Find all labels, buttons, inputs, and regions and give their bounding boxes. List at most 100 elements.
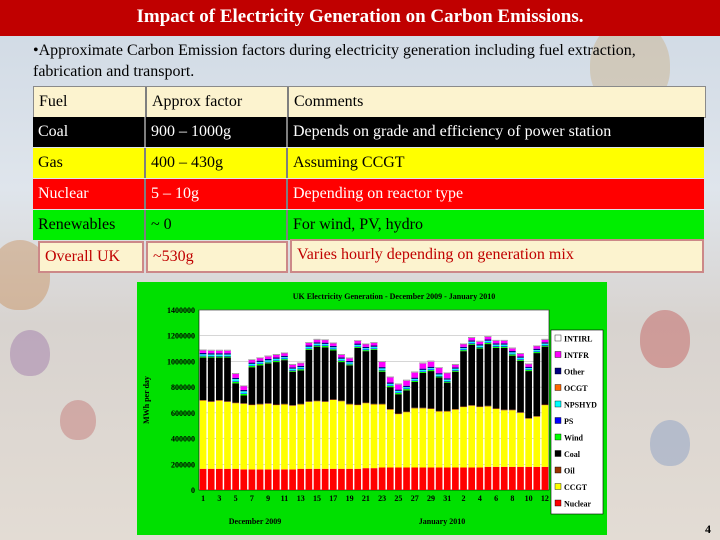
bar-segment-intirl [403, 379, 411, 381]
bar-segment-npshyd [541, 343, 549, 345]
bar-segment-oil [346, 403, 353, 405]
bar-segment-wind [321, 346, 329, 348]
bar-segment-nuclear [240, 469, 248, 490]
bar-segment-intfr [362, 344, 370, 347]
bar-segment-ccgt [492, 409, 500, 467]
bar-segment-oil [272, 404, 280, 406]
bar-segment-ccgt [525, 418, 532, 467]
x-tick-label: 19 [346, 494, 354, 503]
bar-segment-intfr [313, 339, 321, 343]
bar-segment-coal [264, 363, 272, 404]
bar-segment-ccgt [460, 407, 467, 468]
bar-segment-oil [500, 409, 508, 411]
bar-segment-oil [216, 400, 223, 401]
bar-segment-intfr [443, 373, 451, 379]
bar-segment-npshyd [378, 368, 386, 370]
background-balloon [640, 310, 690, 368]
bar-segment-intfr [476, 341, 484, 345]
bar-segment-nuclear [525, 466, 532, 490]
bar-segment-nuclear [232, 468, 239, 490]
table-row-gas: Gas 400 – 430g Assuming CCGT [33, 148, 704, 178]
x-tick-label: 27 [411, 494, 419, 503]
bar-segment-intirl [492, 339, 500, 341]
bar-segment-oil [395, 413, 402, 415]
bar-segment-intfr [386, 377, 394, 383]
bar-segment-oil [419, 407, 427, 409]
bar-segment-oil [281, 403, 288, 405]
legend-entry: CCGT [564, 483, 588, 492]
header-factor: Approx factor [147, 87, 289, 117]
y-tick-label: 400000 [171, 435, 195, 444]
bar-segment-nuclear [224, 468, 231, 490]
bar-segment-npshyd [411, 379, 419, 381]
bar-segment-oil [509, 409, 516, 411]
bar-segment-coal [476, 348, 484, 407]
bar-segment-other [492, 343, 500, 345]
x-tick-label: 4 [478, 494, 482, 503]
bar-segment-npshyd [338, 358, 345, 361]
bar-segment-nuclear [281, 469, 288, 490]
bar-segment-intirl [280, 352, 288, 354]
bar-segment-ps [240, 393, 248, 394]
bar-segment-intirl [224, 349, 231, 351]
legend-entry: Nuclear [564, 500, 592, 509]
bar-segment-oil [224, 401, 231, 402]
bar-segment-npshyd [240, 391, 248, 394]
bar-segment-ps [517, 359, 524, 360]
bar-segment-other [443, 378, 451, 380]
bar-segment-other [476, 344, 484, 346]
bar-segment-ccgt [281, 404, 288, 470]
bar-segment-intirl [451, 363, 459, 365]
bar-segment-intirl [508, 347, 516, 349]
x-axis-label-january: January 2010 [419, 517, 465, 526]
bar-segment-oil [378, 403, 386, 405]
bar-segment-ccgt [500, 410, 508, 467]
bar-segment-oil [232, 402, 239, 404]
bar-segment-other [362, 346, 370, 349]
bar-segment-oil [289, 405, 296, 406]
bar-segment-intirl [313, 338, 321, 340]
legend-entry: Other [564, 368, 585, 377]
bar-segment-ccgt [199, 400, 207, 469]
bar-segment-ccgt [533, 416, 541, 467]
legend-entry: Coal [564, 450, 581, 459]
bar-segment-ccgt [346, 404, 353, 469]
x-tick-label: 31 [443, 494, 451, 503]
bar-segment-wind [419, 371, 427, 373]
bar-segment-coal [256, 365, 264, 404]
bar-segment-intirl [248, 359, 256, 361]
bar-segment-coal [452, 371, 459, 409]
bar-segment-ccgt [272, 405, 280, 470]
bar-segment-other [329, 345, 337, 348]
bar-segment-intirl [264, 355, 272, 357]
bar-segment-npshyd [216, 354, 223, 356]
bar-segment-ccgt [216, 400, 223, 469]
bar-segment-ps [199, 355, 207, 357]
bar-segment-intfr [305, 342, 313, 346]
bar-segment-ps [484, 342, 492, 343]
bar-segment-other [313, 342, 321, 344]
bar-segment-coal [313, 346, 321, 401]
bar-segment-wind [395, 392, 402, 395]
bar-segment-nuclear [264, 469, 272, 490]
bar-segment-intirl [240, 385, 248, 387]
bar-segment-ps [297, 368, 305, 370]
bar-segment-wind [370, 348, 378, 350]
bar-segment-ccgt [289, 405, 296, 470]
legend-entry: Wind [564, 434, 584, 443]
bar-segment-wind [264, 362, 272, 364]
bar-segment-oil [525, 418, 532, 419]
bar-segment-npshyd [321, 344, 329, 346]
bar-segment-intirl [394, 383, 402, 385]
bar-segment-other [541, 342, 549, 344]
bar-segment-ps [452, 370, 459, 371]
x-tick-label: 23 [378, 494, 386, 503]
bar-segment-ccgt [248, 405, 256, 470]
bar-segment-other [484, 339, 492, 341]
bar-segment-wind [435, 376, 443, 378]
bar-segment-coal [232, 383, 239, 403]
bar-segment-nuclear [443, 467, 451, 490]
bar-segment-other [305, 345, 313, 347]
bar-segment-coal [216, 357, 223, 400]
bar-segment-npshyd [362, 348, 370, 350]
